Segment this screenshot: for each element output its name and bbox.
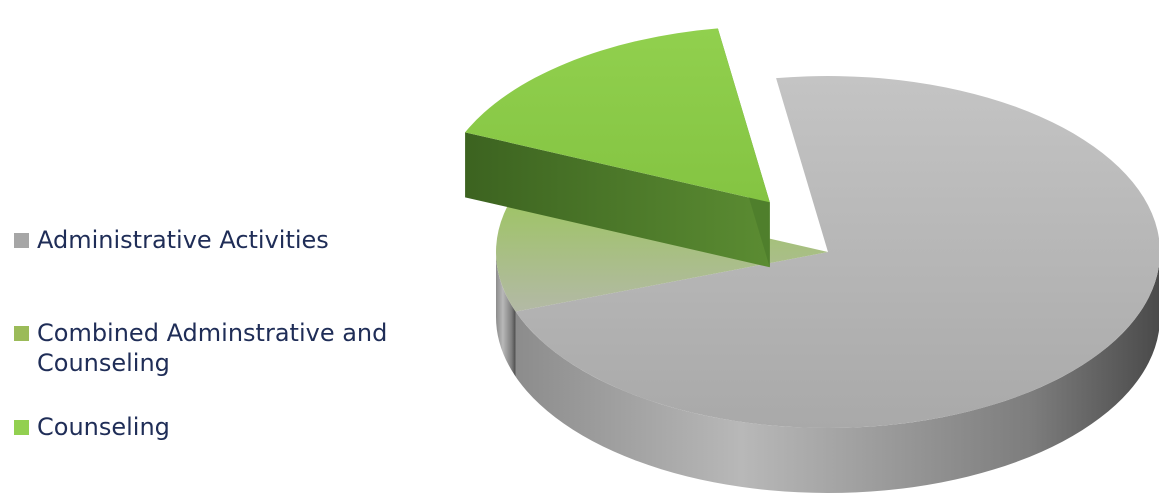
slice-side-administrative-activities xyxy=(515,265,1159,493)
pie-slice-counseling xyxy=(465,28,770,203)
legend-label: Counseling xyxy=(37,413,170,441)
legend-swatch xyxy=(14,326,29,341)
legend-label: Combined Adminstrative and Counseling xyxy=(37,319,388,377)
slice-cut-face-counseling xyxy=(465,132,770,268)
legend-item-combined: Combined Adminstrative and Counseling xyxy=(14,318,447,378)
pie-slice-administrative-activities xyxy=(515,76,1159,428)
slice-side-combined-adminstrative-and-counseling xyxy=(496,252,516,377)
legend-item-administrative-activities: Administrative Activities xyxy=(14,225,447,255)
legend-label: Administrative Activities xyxy=(37,226,329,254)
legend-swatch xyxy=(14,233,29,248)
legend: Administrative Activities Combined Admin… xyxy=(14,0,454,503)
legend-swatch xyxy=(14,420,29,435)
legend-item-counseling: Counseling xyxy=(14,412,447,442)
